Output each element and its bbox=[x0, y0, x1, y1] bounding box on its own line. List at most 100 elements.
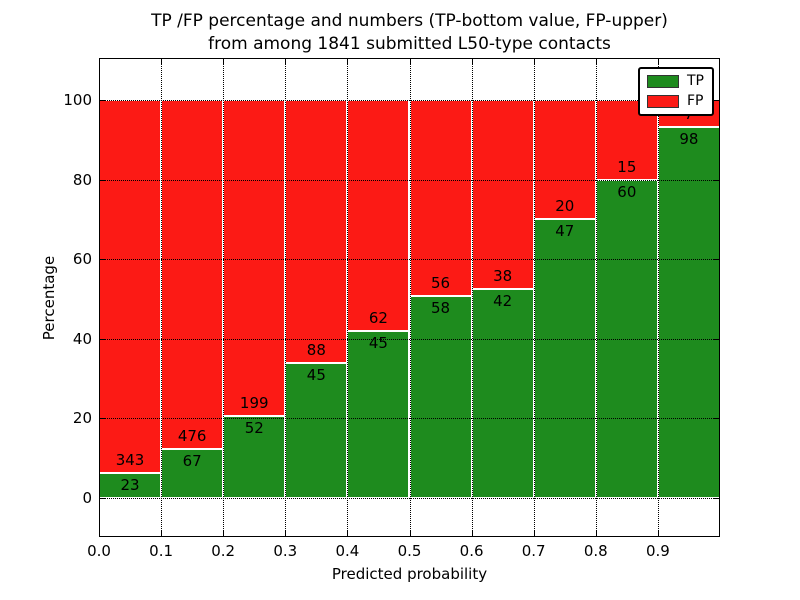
bar-value-fp: 38 bbox=[493, 267, 513, 286]
y-tick-mark bbox=[100, 498, 105, 499]
bar-segment-fp bbox=[409, 100, 472, 296]
bar-value-tp: 98 bbox=[679, 129, 699, 148]
chart-title-line1: TP /FP percentage and numbers (TP-bottom… bbox=[151, 11, 668, 31]
y-axis-label: Percentage bbox=[40, 255, 58, 341]
y-tick-mark bbox=[714, 498, 719, 499]
x-tick-label: 0.3 bbox=[273, 542, 298, 560]
bar-segment-fp bbox=[161, 100, 224, 449]
y-tick-mark bbox=[714, 418, 719, 420]
x-tick-label: 0.6 bbox=[459, 542, 484, 560]
bar-value-fp: 199 bbox=[239, 393, 269, 412]
bar-value-fp: 62 bbox=[368, 308, 388, 327]
x-tick-mark bbox=[657, 59, 659, 64]
x-tick-mark bbox=[161, 59, 163, 64]
y-tick-label: 0 bbox=[82, 489, 92, 507]
bar-segment-tp bbox=[223, 415, 286, 498]
x-tick-mark bbox=[595, 59, 597, 64]
v-gridline bbox=[471, 58, 473, 537]
y-tick-mark bbox=[100, 418, 105, 420]
x-tick-mark bbox=[533, 531, 535, 536]
bar-segment-tp bbox=[533, 218, 596, 498]
x-tick-mark bbox=[471, 59, 473, 64]
y-tick-label: 20 bbox=[72, 409, 92, 428]
y-tick-mark bbox=[714, 259, 719, 261]
y-tick-label: 100 bbox=[63, 91, 92, 109]
x-tick-mark bbox=[719, 531, 720, 536]
v-gridline bbox=[657, 58, 659, 537]
x-tick-mark bbox=[285, 531, 287, 536]
x-axis-label: Predicted probability bbox=[331, 565, 488, 583]
h-gridline bbox=[99, 100, 720, 101]
y-tick-mark bbox=[714, 179, 719, 181]
x-tick-mark bbox=[347, 59, 349, 64]
x-tick-label: 0.5 bbox=[397, 542, 422, 560]
y-tick-mark bbox=[100, 179, 105, 181]
h-gridline bbox=[99, 259, 720, 261]
bar-segment-tp bbox=[285, 363, 348, 498]
x-tick-label: 0.1 bbox=[149, 542, 174, 560]
y-tick-mark bbox=[714, 338, 719, 340]
bar-value-fp: 15 bbox=[617, 157, 637, 176]
chart-title-line2: from among 1841 submitted L50-type conta… bbox=[208, 34, 611, 54]
chart-title: TP /FP percentage and numbers (TP-bottom… bbox=[99, 10, 720, 56]
v-gridline bbox=[223, 58, 225, 537]
v-gridline bbox=[161, 58, 163, 537]
bar-value-fp: 88 bbox=[306, 341, 326, 360]
bar-segment-tp bbox=[409, 295, 472, 498]
x-tick-mark bbox=[347, 531, 349, 536]
x-tick-mark bbox=[409, 59, 411, 64]
x-tick-mark bbox=[285, 59, 287, 64]
plot-area: TP FP 23 343 67 476 52 199 45 88 45 62 58 56 42 38 47 2… bbox=[99, 58, 720, 537]
legend-label-fp: FP bbox=[687, 93, 704, 109]
x-tick-label: 0.8 bbox=[583, 542, 608, 560]
x-tick-mark bbox=[657, 531, 659, 536]
x-tick-mark bbox=[223, 59, 225, 64]
legend-label-tp: TP bbox=[687, 73, 704, 89]
bar-value-fp: 476 bbox=[177, 426, 207, 445]
x-tick-mark bbox=[719, 59, 720, 64]
y-tick-label: 80 bbox=[72, 170, 92, 189]
y-tick-label: 60 bbox=[72, 250, 92, 269]
bar-value-tp: 45 bbox=[368, 333, 388, 352]
y-tick-mark bbox=[100, 100, 105, 101]
bar-segment-tp bbox=[657, 126, 720, 498]
y-tick-mark bbox=[714, 100, 719, 101]
x-tick-label: 0.9 bbox=[645, 542, 670, 560]
v-gridline bbox=[409, 58, 411, 537]
bar-segment-tp bbox=[595, 179, 658, 498]
bar-segment-tp bbox=[99, 472, 162, 498]
bar-value-fp: 343 bbox=[115, 450, 145, 469]
bar-segment-fp bbox=[471, 100, 534, 290]
h-gridline bbox=[99, 338, 720, 340]
bar-value-fp: 20 bbox=[555, 196, 575, 215]
fp-swatch-icon bbox=[647, 95, 679, 108]
y-tick-label: 40 bbox=[72, 329, 92, 348]
bar-segment-tp bbox=[471, 289, 534, 498]
bar-value-tp: 67 bbox=[182, 451, 202, 470]
v-gridline bbox=[595, 58, 597, 537]
bar-value-tp: 23 bbox=[120, 475, 140, 494]
bar-segment-fp bbox=[223, 100, 286, 416]
bar-value-fp: 56 bbox=[431, 273, 451, 292]
h-gridline bbox=[99, 498, 720, 499]
bar-segment-fp bbox=[99, 100, 162, 473]
y-tick-mark bbox=[100, 259, 105, 261]
x-tick-mark bbox=[99, 59, 100, 64]
tp-swatch-icon bbox=[647, 75, 679, 88]
x-tick-mark bbox=[409, 531, 411, 536]
bar-value-tp: 58 bbox=[431, 298, 451, 317]
x-tick-mark bbox=[161, 531, 163, 536]
bar-value-tp: 42 bbox=[493, 292, 513, 311]
x-tick-label: 0.4 bbox=[335, 542, 360, 560]
v-gridline bbox=[533, 58, 535, 537]
x-tick-label: 0.7 bbox=[521, 542, 546, 560]
legend-entry-fp: FP bbox=[647, 94, 704, 109]
bar-segment-fp bbox=[347, 100, 410, 331]
x-tick-mark bbox=[99, 531, 100, 536]
y-tick-mark bbox=[100, 338, 105, 340]
v-gridline bbox=[285, 58, 287, 537]
legend: TP FP bbox=[638, 67, 714, 116]
x-tick-label: 0.0 bbox=[87, 542, 111, 560]
v-gridline bbox=[347, 58, 349, 537]
